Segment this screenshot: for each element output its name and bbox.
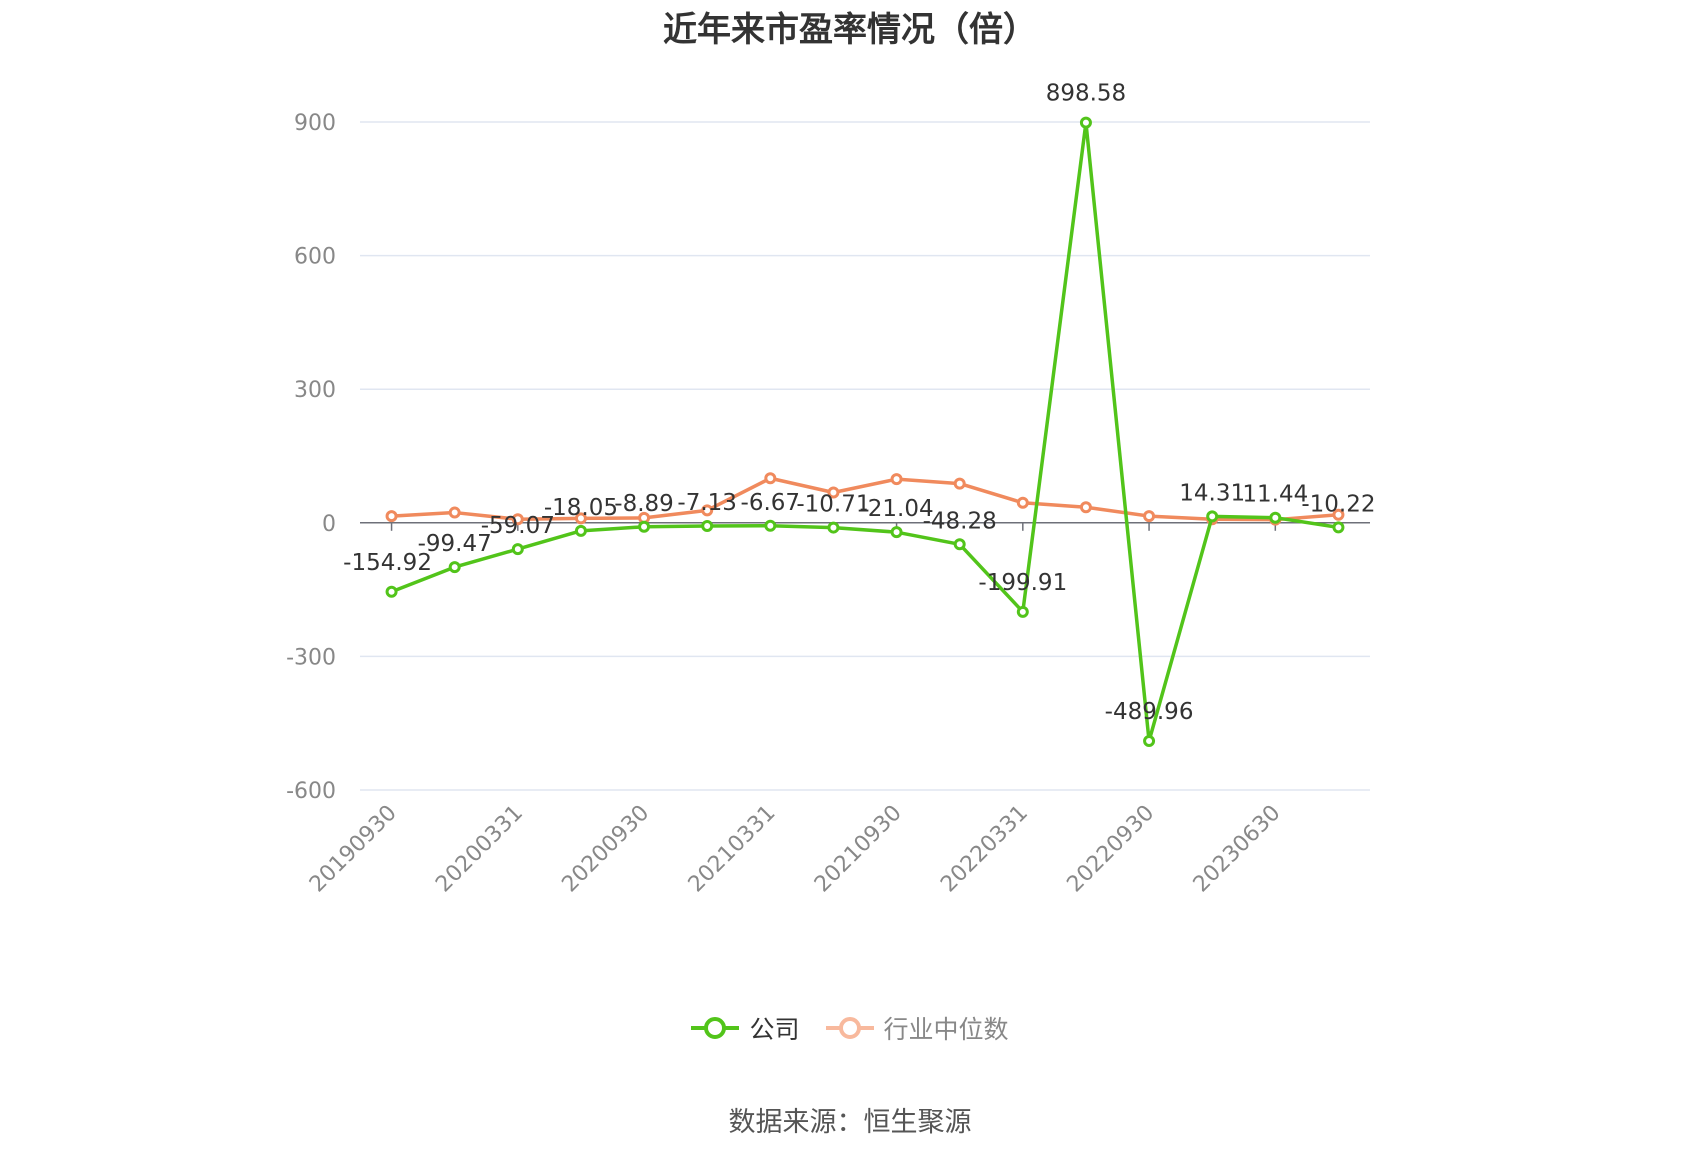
data-point [511, 513, 524, 526]
data-point [448, 506, 461, 519]
data-point [448, 561, 461, 574]
x-tick-label: 20200930 [557, 801, 654, 898]
data-labels: -154.92-99.47-59.07-18.05-8.89 -7.13 -6.67… [343, 81, 1375, 725]
data-source: 数据来源：恒生聚源 [728, 1107, 972, 1138]
data-point [1332, 508, 1345, 521]
x-tick-label: 20200331 [431, 801, 528, 898]
data-label: 14.31 [1179, 480, 1245, 506]
series-line-1 [391, 476, 1339, 522]
data-point [890, 473, 903, 486]
y-tick-label: -300 [286, 645, 336, 670]
x-tick-label: 20210930 [810, 801, 907, 898]
x-axis: 20190930 20200331 20200930 20210331 20210930… [305, 522, 1370, 898]
data-point [953, 538, 966, 551]
data-point [701, 519, 714, 532]
data-point [1079, 116, 1092, 129]
data-point [953, 477, 966, 490]
data-point [1079, 501, 1092, 514]
data-point [1143, 510, 1156, 523]
data-point [764, 472, 777, 485]
data-label: -59.07 [481, 513, 555, 539]
data-label: -489.96 [1105, 699, 1194, 725]
data-point [1332, 521, 1345, 534]
series-lines [385, 116, 1345, 747]
data-point [764, 519, 777, 532]
data-point [511, 543, 524, 556]
y-tick-label: -600 [286, 779, 336, 804]
data-point [1016, 605, 1029, 618]
legend: 公司 行业中位数 [0, 1010, 1700, 1046]
data-label: -21.04 [859, 496, 933, 522]
data-label: 898.58 [1046, 81, 1126, 107]
data-label: -99.47 [418, 531, 492, 557]
legend-industry-marker-icon [825, 1017, 874, 1039]
data-point [827, 486, 840, 499]
data-label: -199.91 [978, 570, 1067, 596]
data-label: -154.92 [343, 550, 432, 576]
data-point [1206, 510, 1219, 523]
data-point [701, 504, 714, 517]
y-tick-label: 600 [294, 245, 336, 270]
legend-industry-label: 行业中位数 [883, 1015, 1009, 1044]
data-label: -18.05 [544, 495, 618, 521]
data-point [638, 520, 651, 533]
data-label: -7.13 [677, 490, 737, 516]
legend-company-label: 公司 [749, 1015, 800, 1044]
data-label: -48.28 [923, 508, 997, 534]
legend-company-marker-icon [691, 1017, 740, 1039]
series-line-0 [390, 120, 1339, 743]
data-point [1016, 496, 1029, 509]
data-label: -10.22 [1301, 491, 1375, 517]
x-tick-label: 20190930 [305, 801, 402, 898]
x-tick-label: 20220331 [936, 801, 1033, 898]
data-label: -10.71 [796, 492, 870, 518]
data-label: -8.89 [614, 491, 674, 517]
data-point [574, 524, 587, 537]
y-axis-ticks: 900 600 300 0 -300 -600 [286, 111, 336, 804]
y-tick-label: 900 [294, 111, 336, 136]
data-point [890, 526, 903, 539]
x-tick-label: 20220930 [1062, 801, 1159, 898]
legend-item-industry-median[interactable]: 行业中位数 [825, 1010, 1009, 1046]
grid-lines [360, 121, 1370, 791]
y-tick-label: 0 [322, 512, 336, 537]
x-tick-label: 20210331 [684, 801, 781, 898]
legend-item-company[interactable]: 公司 [691, 1010, 800, 1046]
data-point [385, 585, 398, 598]
chart-title: 近年来市盈率情况（倍） [663, 10, 1037, 50]
data-label: 11.44 [1242, 482, 1308, 508]
data-point [1143, 734, 1156, 747]
data-point [385, 510, 398, 523]
y-tick-label: 300 [294, 378, 336, 403]
data-point [574, 512, 587, 525]
x-tick-label: 20230630 [1189, 801, 1286, 898]
data-point [827, 521, 840, 534]
data-label: -6.67 [741, 490, 801, 516]
data-point [1269, 511, 1282, 524]
